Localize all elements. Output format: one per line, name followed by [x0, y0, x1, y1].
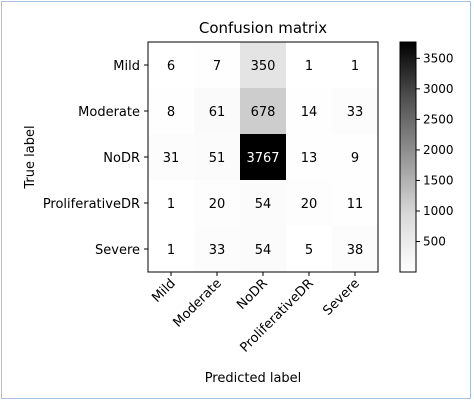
- heatmap-cell: [148, 134, 195, 181]
- heatmap-cell: [148, 226, 195, 273]
- heatmap-cell: [286, 134, 333, 181]
- cell-value-label: 678: [251, 105, 276, 120]
- heatmap-cell: [194, 180, 241, 227]
- heatmap-cell: [286, 180, 333, 227]
- heatmap-cell: [332, 88, 379, 135]
- cell-value-label: 1: [305, 59, 313, 74]
- cell-value-label: 38: [347, 243, 364, 258]
- heatmap-cell: [194, 134, 241, 181]
- heatmap-cell: [332, 226, 379, 273]
- cell-value-label: 54: [255, 197, 272, 212]
- colorbar: [399, 41, 417, 273]
- cell-value-label: 54: [255, 243, 272, 258]
- y-tick-label: Moderate: [78, 105, 140, 120]
- cell-value-label: 9: [351, 151, 359, 166]
- cell-value-label: 1: [167, 243, 175, 258]
- chart-title: Confusion matrix: [199, 19, 327, 37]
- heatmap-cell: [332, 42, 379, 89]
- colorbar-tick-label: 3000: [423, 82, 454, 96]
- heatmap-cell: [332, 134, 379, 181]
- cell-value-label: 8: [167, 105, 175, 120]
- x-tick-label: Severe: [320, 276, 362, 318]
- heatmap-cell: [148, 88, 195, 135]
- heatmap-cell: [286, 42, 333, 89]
- heatmap-cell: [148, 42, 195, 89]
- cell-value-label: 3767: [246, 151, 279, 166]
- cell-value-label: 14: [301, 105, 318, 120]
- colorbar-tick-label: 1000: [423, 204, 454, 218]
- colorbar-tick-label: 1500: [423, 173, 454, 187]
- cell-value-label: 11: [347, 197, 364, 212]
- x-tick-label: NoDR: [234, 276, 271, 313]
- x-axis-label: Predicted label: [205, 371, 302, 386]
- heatmap-cell: [194, 88, 241, 135]
- cell-value-label: 1: [351, 59, 359, 74]
- y-tick-label: NoDR: [103, 151, 140, 166]
- x-tick-label: Moderate: [171, 276, 225, 330]
- cell-value-label: 33: [347, 105, 364, 120]
- heatmap-cell: [286, 226, 333, 273]
- heatmap-cell: [240, 226, 287, 273]
- colorbar-tick-label: 2000: [423, 143, 454, 157]
- cell-value-label: 33: [209, 243, 226, 258]
- heatmap-cell: [194, 226, 241, 273]
- heatmap-cell: [240, 180, 287, 227]
- colorbar-ticks: 500 1000 1500 2000 2500 3000 3500: [416, 51, 454, 249]
- y-tick-label: ProliferativeDR: [43, 197, 140, 212]
- cell-value-label: 20: [209, 197, 226, 212]
- x-tick-label: Mild: [149, 276, 178, 305]
- y-tick-label: Mild: [113, 59, 140, 74]
- heatmap-cell: [240, 42, 287, 89]
- cell-value-label: 5: [305, 243, 313, 258]
- heatmap-cell: [148, 180, 195, 227]
- cell-value-label: 1: [167, 197, 175, 212]
- cell-value-label: 7: [213, 59, 221, 74]
- heatmap-cell: [240, 88, 287, 135]
- heatmap-cell: [194, 42, 241, 89]
- cell-value-label: 350: [251, 59, 276, 74]
- y-axis-label: True label: [23, 125, 38, 189]
- heatmap-cell: [332, 180, 379, 227]
- colorbar-tick-label: 3500: [423, 51, 454, 65]
- colorbar-tick-label: 2500: [423, 112, 454, 126]
- colorbar-tick-label: 500: [423, 235, 446, 249]
- y-tick-label: Severe: [95, 243, 140, 258]
- cell-value-label: 61: [209, 105, 226, 120]
- cell-value-label: 31: [163, 151, 180, 166]
- y-axis-ticks: Mild Moderate NoDR ProliferativeDR Severe: [43, 59, 148, 258]
- heatmap-cell: [286, 88, 333, 135]
- cell-value-label: 51: [209, 151, 226, 166]
- cell-value-label: 20: [301, 197, 318, 212]
- cell-value-label: 13: [301, 151, 318, 166]
- cell-value-label: 6: [167, 59, 175, 74]
- heatmap-cell: [240, 134, 287, 181]
